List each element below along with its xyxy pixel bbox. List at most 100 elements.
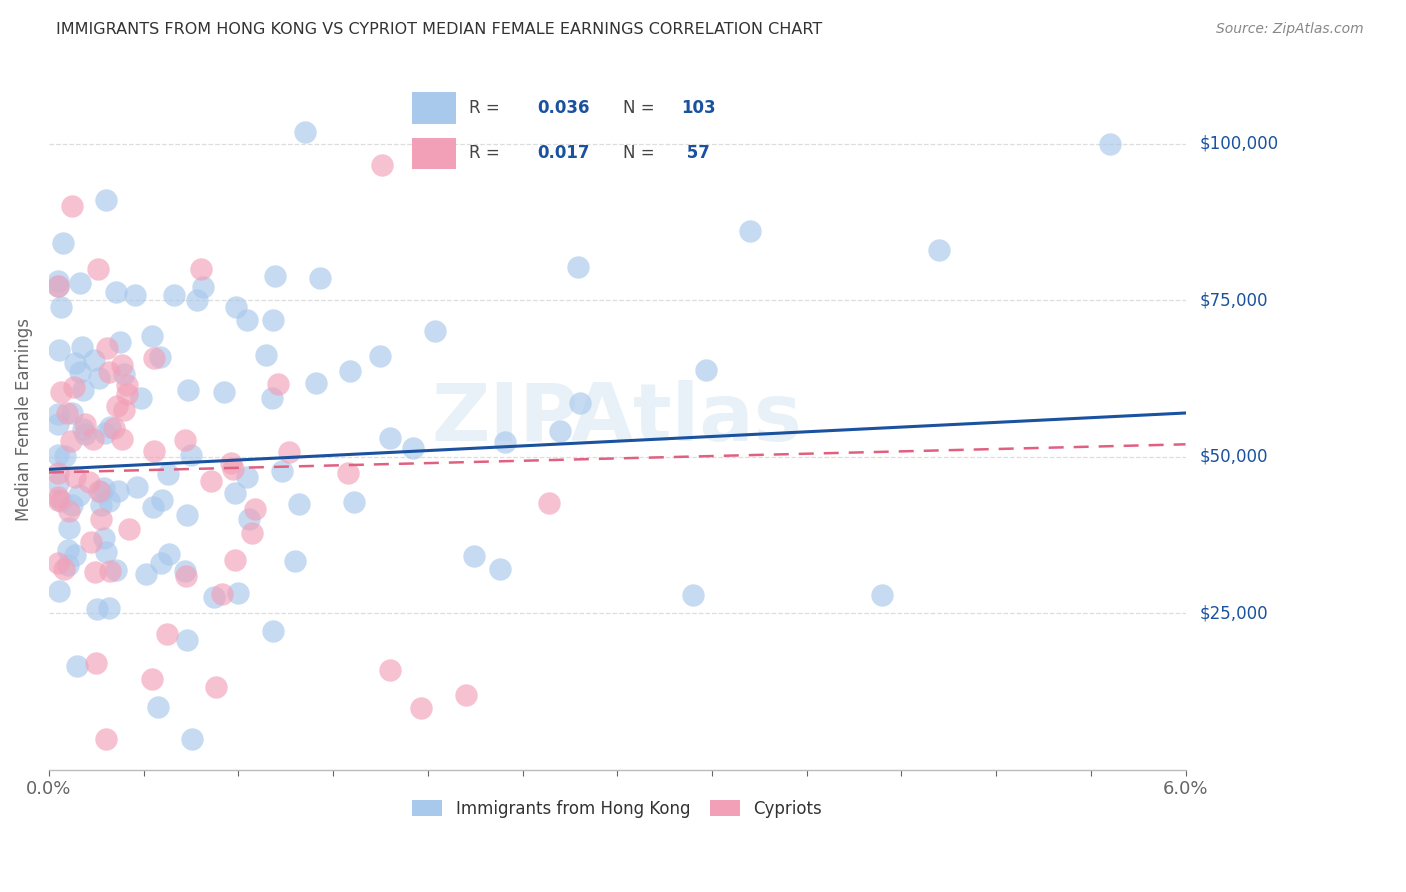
- Point: [181, 731, 204, 746]
- Point: [202, 590, 225, 604]
- Point: [204, 680, 226, 694]
- Point: [83, 565, 105, 579]
- Point: [48, 491, 70, 505]
- Point: [190, 262, 212, 277]
- Point: [60, 406, 83, 420]
- Text: $100,000: $100,000: [1199, 135, 1278, 153]
- Point: [494, 435, 516, 450]
- Point: [262, 313, 284, 327]
- Point: [98, 420, 121, 434]
- Point: [48, 492, 70, 507]
- Point: [96, 341, 118, 355]
- Point: [294, 125, 316, 139]
- Point: [371, 158, 394, 172]
- Point: [97, 494, 120, 508]
- Point: [254, 348, 277, 362]
- Point: [90, 511, 112, 525]
- Point: [52, 235, 75, 250]
- Point: [87, 484, 110, 499]
- Point: [62, 380, 84, 394]
- Point: [142, 500, 165, 514]
- Point: [75, 426, 97, 441]
- Point: [568, 396, 591, 410]
- Point: [97, 600, 120, 615]
- Point: [163, 287, 186, 301]
- Point: [112, 367, 135, 381]
- Point: [174, 565, 197, 579]
- Point: [141, 672, 163, 686]
- Point: [243, 502, 266, 516]
- Point: [63, 470, 86, 484]
- Point: [86, 601, 108, 615]
- Point: [224, 485, 246, 500]
- Point: [48, 476, 70, 491]
- Text: IMMIGRANTS FROM HONG KONG VS CYPRIOT MEDIAN FEMALE EARNINGS CORRELATION CHART: IMMIGRANTS FROM HONG KONG VS CYPRIOT MED…: [56, 22, 823, 37]
- Point: [80, 535, 103, 549]
- Point: [94, 731, 117, 746]
- Point: [115, 377, 138, 392]
- Point: [378, 663, 401, 677]
- Point: [48, 556, 70, 570]
- Y-axis label: Median Female Earnings: Median Female Earnings: [15, 318, 32, 521]
- Point: [77, 475, 100, 489]
- Point: [176, 633, 198, 648]
- Point: [70, 339, 93, 353]
- Text: $75,000: $75,000: [1199, 292, 1268, 310]
- Point: [135, 566, 157, 581]
- Point: [305, 376, 328, 390]
- Point: [682, 588, 704, 602]
- Point: [156, 626, 179, 640]
- Point: [63, 548, 86, 562]
- Point: [271, 465, 294, 479]
- Point: [49, 384, 72, 399]
- Point: [142, 444, 165, 458]
- Text: $50,000: $50,000: [1199, 448, 1268, 466]
- Point: [48, 467, 70, 481]
- Point: [67, 488, 90, 502]
- Point: [308, 270, 330, 285]
- Point: [124, 288, 146, 302]
- Point: [115, 387, 138, 401]
- Point: [90, 498, 112, 512]
- Point: [368, 349, 391, 363]
- Point: [90, 485, 112, 500]
- Point: [87, 371, 110, 385]
- Point: [180, 449, 202, 463]
- Point: [72, 422, 94, 436]
- Point: [56, 406, 79, 420]
- Point: [125, 480, 148, 494]
- Point: [343, 495, 366, 509]
- Point: [264, 269, 287, 284]
- Point: [98, 564, 121, 578]
- Point: [225, 300, 247, 314]
- Point: [48, 407, 70, 421]
- Point: [83, 352, 105, 367]
- Point: [48, 583, 70, 598]
- Point: [488, 562, 510, 576]
- Point: [150, 556, 173, 570]
- Point: [224, 552, 246, 566]
- Point: [60, 199, 83, 213]
- Point: [104, 563, 127, 577]
- Point: [98, 365, 121, 379]
- Text: ZIPAtlas: ZIPAtlas: [432, 380, 803, 458]
- Point: [267, 377, 290, 392]
- Point: [84, 656, 107, 670]
- Point: [283, 554, 305, 568]
- Point: [66, 658, 89, 673]
- Point: [56, 558, 79, 572]
- Point: [58, 543, 80, 558]
- Point: [288, 497, 311, 511]
- Point: [82, 432, 104, 446]
- Point: [59, 434, 82, 448]
- Point: [463, 549, 485, 563]
- Point: [402, 441, 425, 455]
- Point: [226, 586, 249, 600]
- Point: [93, 481, 115, 495]
- Point: [111, 358, 134, 372]
- Point: [53, 449, 76, 463]
- Point: [156, 467, 179, 481]
- Point: [72, 383, 94, 397]
- Point: [107, 484, 129, 499]
- Point: [48, 343, 70, 358]
